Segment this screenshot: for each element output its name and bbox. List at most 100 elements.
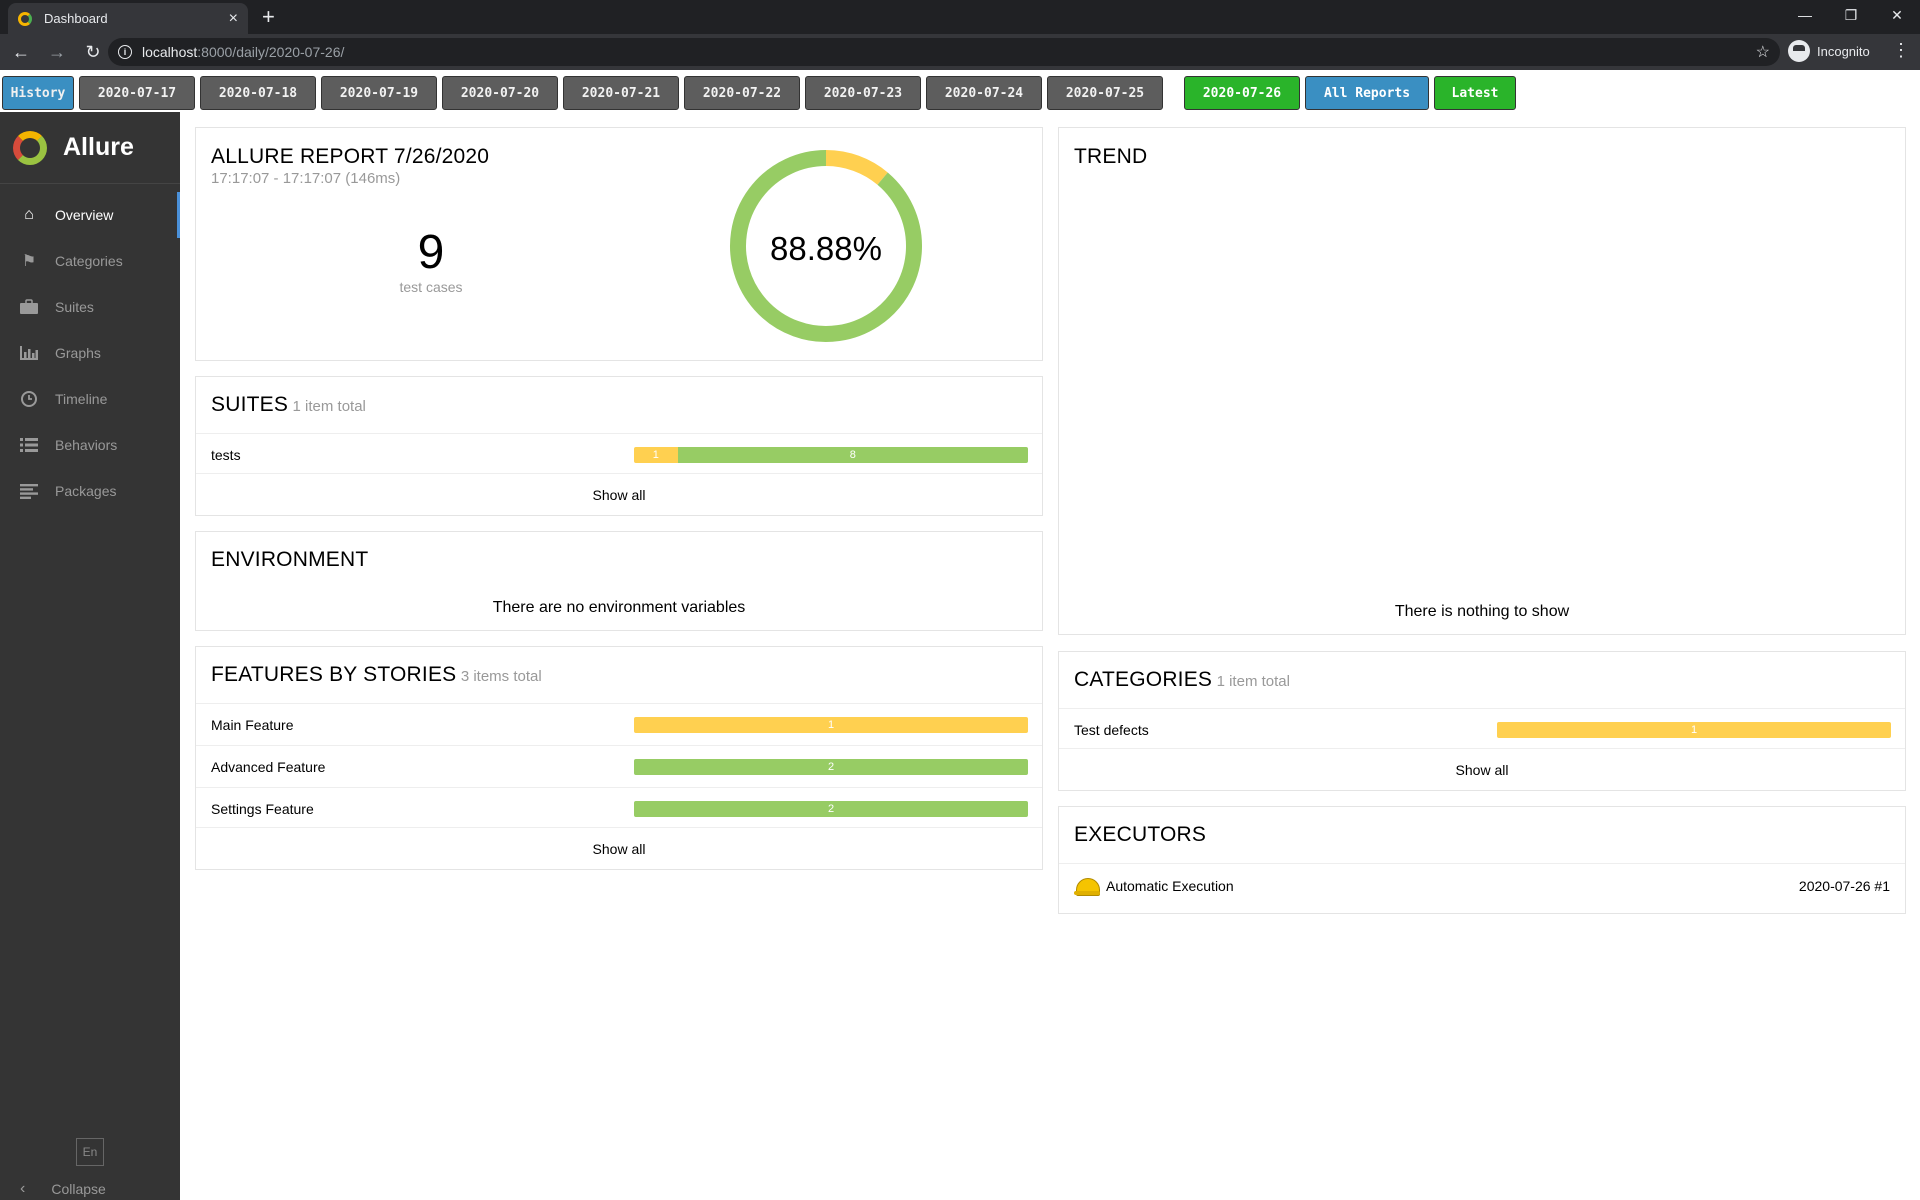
sidebar-item-categories[interactable]: ⚑ Categories bbox=[0, 238, 180, 284]
report-time-range: 17:17:07 - 17:17:07 (146ms) bbox=[211, 170, 401, 187]
history-date-button[interactable]: 2020-07-18 bbox=[200, 76, 316, 110]
history-date-button[interactable]: 2020-07-22 bbox=[684, 76, 800, 110]
suites-title: SUITES bbox=[211, 393, 289, 416]
language-button[interactable]: En bbox=[76, 1138, 104, 1166]
features-subtitle: 3 items total bbox=[460, 668, 542, 685]
back-arrow-icon[interactable]: ← bbox=[12, 41, 30, 62]
collapse-label: Collapse bbox=[51, 1181, 106, 1197]
history-date-button[interactable]: 2020-07-23 bbox=[805, 76, 921, 110]
suites-widget: SUITES 1 item total tests 1 8 Show all bbox=[195, 376, 1043, 516]
new-tab-button[interactable]: + bbox=[262, 4, 275, 29]
url-host: localhost bbox=[142, 44, 198, 60]
history-date-button[interactable]: 2020-07-19 bbox=[321, 76, 437, 110]
browser-menu-icon[interactable]: ⋮ bbox=[1892, 40, 1910, 60]
latest-button[interactable]: Latest bbox=[1434, 76, 1516, 110]
passed-segment: 8 bbox=[677, 447, 1028, 463]
history-date-button-active[interactable]: 2020-07-26 bbox=[1184, 76, 1300, 110]
close-tab-icon[interactable]: × bbox=[228, 9, 238, 27]
category-name: Test defects bbox=[1074, 721, 1149, 738]
feature-name: Advanced Feature bbox=[211, 758, 326, 775]
feature-status-bar: 1 bbox=[634, 717, 1028, 733]
suites-header: SUITES 1 item total bbox=[211, 393, 366, 417]
feature-row[interactable]: Settings Feature 2 bbox=[196, 787, 1042, 829]
history-date-button[interactable]: 2020-07-17 bbox=[79, 76, 195, 110]
report-title: ALLURE REPORT 7/26/2020 bbox=[211, 145, 490, 168]
sidebar-item-label: Timeline bbox=[55, 391, 108, 407]
address-bar[interactable]: i localhost:8000/daily/2020-07-26/ ☆ bbox=[108, 38, 1780, 66]
chevron-left-icon: ‹ bbox=[20, 1180, 26, 1197]
history-date-button[interactable]: 2020-07-24 bbox=[926, 76, 1042, 110]
browser-tab[interactable]: Dashboard × bbox=[8, 3, 248, 34]
sidebar-item-timeline[interactable]: Timeline bbox=[0, 376, 180, 422]
trend-empty-message: There is nothing to show bbox=[1394, 603, 1570, 620]
executor-row[interactable]: Automatic Execution 2020-07-26 #1 bbox=[1059, 863, 1905, 907]
feature-status-bar: 2 bbox=[634, 759, 1028, 775]
features-title: FEATURES BY STORIES bbox=[211, 663, 457, 686]
minimize-icon[interactable]: — bbox=[1798, 7, 1812, 23]
history-date-button[interactable]: 2020-07-20 bbox=[442, 76, 558, 110]
sidebar-item-packages[interactable]: Packages bbox=[0, 468, 180, 514]
suite-name: tests bbox=[211, 446, 241, 463]
sidebar-item-graphs[interactable]: Graphs bbox=[0, 330, 180, 376]
category-status-bar: 1 bbox=[1497, 722, 1891, 738]
restore-icon[interactable]: ❐ bbox=[1844, 6, 1858, 23]
history-bar: History 2020-07-17 2020-07-18 2020-07-19… bbox=[0, 70, 1920, 112]
briefcase-icon bbox=[18, 298, 40, 316]
executor-name: Automatic Execution bbox=[1106, 877, 1234, 894]
broken-segment: 1 bbox=[634, 447, 678, 463]
history-date-button[interactable]: 2020-07-21 bbox=[563, 76, 679, 110]
sidebar-item-label: Categories bbox=[55, 253, 123, 269]
history-button[interactable]: History bbox=[2, 76, 74, 110]
trend-title: TREND bbox=[1074, 145, 1148, 168]
align-left-icon bbox=[18, 482, 40, 500]
incognito-profile[interactable]: Incognito bbox=[1788, 40, 1870, 62]
history-date-button[interactable]: 2020-07-25 bbox=[1047, 76, 1163, 110]
incognito-icon bbox=[1788, 40, 1810, 62]
sidebar-item-behaviors[interactable]: Behaviors bbox=[0, 422, 180, 468]
allure-favicon-icon bbox=[18, 11, 32, 26]
suites-subtitle: 1 item total bbox=[292, 398, 366, 415]
close-window-icon[interactable]: ✕ bbox=[1891, 6, 1903, 23]
browser-titlebar: Dashboard × + — ❐ ✕ bbox=[0, 0, 1920, 34]
sidebar-item-label: Graphs bbox=[55, 345, 101, 361]
broken-segment: 1 bbox=[1497, 722, 1891, 738]
window-controls: — ❐ ✕ bbox=[1782, 0, 1920, 30]
forward-arrow-icon[interactable]: → bbox=[48, 41, 66, 62]
bookmark-star-icon[interactable]: ☆ bbox=[1755, 44, 1770, 61]
feature-name: Settings Feature bbox=[211, 800, 314, 817]
brand-name: Allure bbox=[63, 133, 134, 161]
collapse-button[interactable]: ‹ Collapse bbox=[20, 1180, 106, 1198]
sidebar-item-overview[interactable]: ⌂ Overview bbox=[0, 192, 180, 238]
pass-rate-label: 88.88% bbox=[770, 230, 882, 267]
info-icon[interactable]: i bbox=[118, 45, 132, 59]
sidebar-item-label: Overview bbox=[55, 207, 114, 223]
category-row[interactable]: Test defects 1 bbox=[1059, 708, 1905, 750]
pass-rate-donut bbox=[730, 150, 922, 342]
url-path: :8000/daily/2020-07-26/ bbox=[197, 44, 345, 60]
suites-show-all[interactable]: Show all bbox=[196, 473, 1042, 515]
trend-widget: TREND There is nothing to show bbox=[1058, 127, 1906, 635]
passed-segment: 2 bbox=[634, 759, 1028, 775]
feature-row[interactable]: Main Feature 1 bbox=[196, 703, 1042, 745]
sidebar-menu: ⌂ Overview ⚑ Categories Suites Graphs Ti… bbox=[0, 184, 180, 514]
features-widget: FEATURES BY STORIES 3 items total Main F… bbox=[195, 646, 1043, 870]
summary-widget: ALLURE REPORT 7/26/2020 17:17:07 - 17:17… bbox=[195, 127, 1043, 361]
passed-slice bbox=[730, 150, 922, 342]
brand[interactable]: Allure bbox=[0, 112, 180, 184]
bar-chart-icon bbox=[18, 344, 40, 362]
suite-row[interactable]: tests 1 8 bbox=[196, 433, 1042, 475]
incognito-label: Incognito bbox=[1817, 43, 1870, 59]
feature-row[interactable]: Advanced Feature 2 bbox=[196, 745, 1042, 787]
executors-title: EXECUTORS bbox=[1074, 823, 1207, 846]
sidebar: Allure ⌂ Overview ⚑ Categories Suites Gr… bbox=[0, 112, 180, 1200]
categories-show-all[interactable]: Show all bbox=[1059, 748, 1905, 790]
reload-icon[interactable]: ↻ bbox=[85, 41, 101, 62]
test-count: 9 bbox=[417, 226, 445, 279]
all-reports-button[interactable]: All Reports bbox=[1305, 76, 1429, 110]
sidebar-item-suites[interactable]: Suites bbox=[0, 284, 180, 330]
categories-widget: CATEGORIES 1 item total Test defects 1 S… bbox=[1058, 651, 1906, 791]
clock-icon bbox=[18, 390, 40, 408]
features-show-all[interactable]: Show all bbox=[196, 827, 1042, 869]
flag-icon: ⚑ bbox=[21, 253, 37, 270]
list-icon bbox=[18, 436, 40, 454]
